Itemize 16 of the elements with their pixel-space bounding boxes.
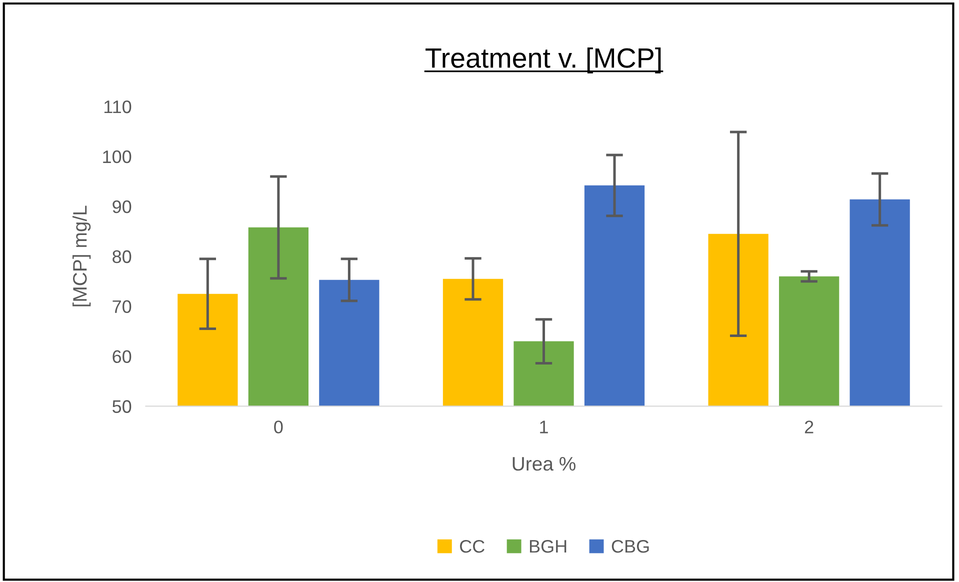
y-tick-label: 60 [112,350,132,363]
y-tick-label: 50 [112,400,132,413]
x-tick-label: 1 [540,420,548,434]
x-tick-label: 2 [804,420,814,434]
y-tick-label: 110 [104,100,132,114]
y-axis-title: [MCP] mg/L [72,206,91,306]
y-tick-label: 80 [112,250,132,264]
y-tick-label: 100 [103,150,132,164]
legend-label: CBG [612,540,649,553]
legend-label: BGH [530,540,566,553]
y-tick-label: 70 [112,300,132,314]
y-tick-label: 90 [112,200,132,214]
legend-label: CC [460,540,484,553]
x-axis-title: Urea % [512,457,576,471]
x-tick-label: 0 [274,420,283,434]
chart-title: Treatment v. [MCP] [426,47,661,74]
